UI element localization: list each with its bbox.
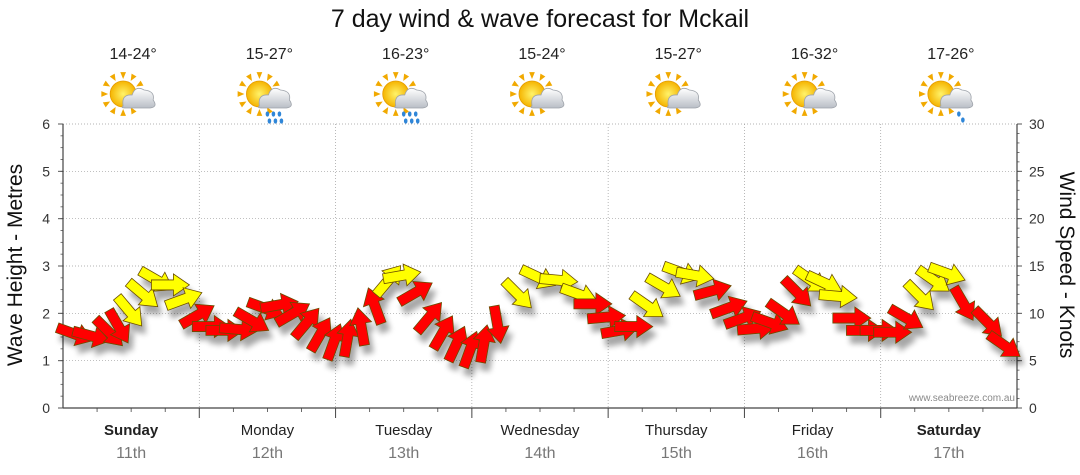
wind-arrow [232, 306, 270, 333]
temperature-range: 14-24° [109, 46, 156, 63]
temperature-range: 17-26° [927, 46, 974, 63]
left-tick-label: 2 [42, 305, 50, 321]
date-label: 17th [933, 445, 964, 462]
wind-arrow [779, 274, 812, 307]
temperature-range: 16-23° [382, 46, 429, 63]
wind-arrow [104, 307, 131, 344]
left-tick-label: 3 [42, 258, 50, 274]
right-tick-label: 30 [1029, 116, 1045, 132]
axes: 0 1 2 3 4 5 6 0 5 10 15 20 25 30 [42, 116, 1045, 418]
wind-arrow [150, 273, 191, 297]
day-label: Sunday [104, 422, 159, 439]
day-label: Friday [792, 422, 834, 439]
wind-arrow [949, 284, 976, 321]
right-tick-label: 5 [1029, 353, 1037, 369]
left-axis-title: Wave Height - Metres [4, 164, 27, 366]
wind-arrow [886, 303, 924, 330]
right-tick-label: 15 [1029, 258, 1045, 274]
date-label: 16th [797, 445, 828, 462]
sun-cloud-icon [510, 72, 565, 116]
wind-arrow [832, 306, 872, 330]
wind-arrow [902, 278, 934, 311]
wind-arrow [709, 295, 748, 320]
temperature-range: 15-24° [518, 46, 565, 63]
wind-arrow [644, 272, 681, 299]
wind-arrow [914, 264, 950, 292]
date-label: 14th [524, 445, 555, 462]
right-axis-title: Wind Speed - Knots [1055, 172, 1078, 359]
wind-arrow [124, 277, 159, 308]
grid [63, 123, 1017, 409]
day-label: Tuesday [375, 422, 432, 439]
wind-arrows [54, 260, 1021, 370]
day-forecast-header: 14-24° 15-27° 16-23° 15-24° 15-27° 16-32° 17-2… [101, 46, 975, 124]
left-tick-label: 1 [42, 353, 50, 369]
day-label: Wednesday [501, 422, 580, 439]
chart-title: 7 day wind & wave forecast for Mckail [331, 5, 749, 33]
wind-arrow [927, 261, 966, 286]
date-label: 15th [661, 445, 692, 462]
day-label: Thursday [645, 422, 708, 439]
wind-arrow [985, 329, 1021, 357]
left-tick-label: 4 [42, 211, 50, 227]
wind-arrow [178, 303, 215, 330]
wind-arrow [443, 325, 469, 364]
wind-arrow [573, 292, 613, 316]
day-label: Saturday [917, 422, 982, 439]
wind-arrow [764, 297, 800, 325]
wind-arrow [614, 314, 654, 339]
date-label: 13th [388, 445, 419, 462]
sun-cloud-rain-icon [373, 72, 429, 124]
wind-arrow [396, 281, 433, 307]
wind-arrow [675, 264, 715, 288]
wind-arrow [873, 320, 913, 345]
right-tick-label: 0 [1029, 400, 1037, 416]
sun-cloud-light-rain-icon [919, 72, 974, 123]
wind-arrow [336, 318, 360, 358]
wind-arrow [349, 307, 373, 347]
wind-arrow [71, 325, 111, 349]
sun-cloud-icon [646, 72, 701, 116]
left-tick-label: 5 [42, 163, 50, 179]
sun-cloud-icon [782, 72, 837, 116]
date-label: 11th [116, 445, 146, 462]
right-tick-label: 10 [1029, 305, 1045, 321]
wind-arrow [290, 307, 320, 342]
wind-arrow [382, 263, 422, 287]
wind-arrow [692, 278, 732, 302]
wind-arrow [486, 304, 510, 345]
wind-arrow [749, 311, 789, 335]
left-tick-label: 0 [42, 400, 50, 416]
temperature-range: 15-27° [655, 46, 702, 63]
wind-arrow [500, 276, 532, 309]
credit-text: www.seabreeze.com.au [908, 393, 1015, 404]
sun-cloud-rain-icon [237, 72, 292, 124]
date-label: 12th [252, 445, 283, 462]
left-tick-label: 6 [42, 116, 50, 132]
temperature-range: 16-32° [791, 46, 838, 63]
wind-arrow [305, 317, 332, 354]
temperature-range: 15-27° [246, 46, 293, 63]
day-label: Monday [241, 422, 295, 439]
wind-arrow [628, 290, 664, 318]
wind-arrow [428, 315, 455, 352]
day-labels: Sunday 11th Monday 12th Tuesday 13th Wednesday… [104, 422, 982, 462]
wind-arrow [163, 287, 203, 311]
right-tick-label: 25 [1029, 163, 1045, 179]
right-tick-label: 20 [1029, 211, 1045, 227]
wind-arrow [818, 284, 858, 309]
wind-arrow [112, 293, 143, 327]
wind-arrow [412, 302, 443, 336]
sun-cloud-icon [101, 72, 156, 116]
